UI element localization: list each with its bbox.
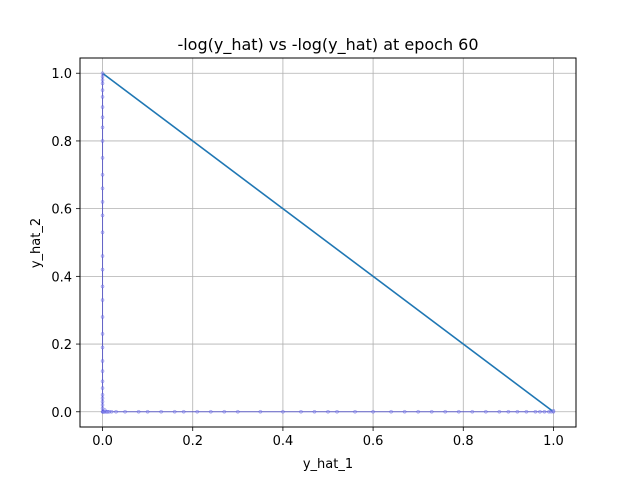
x-tick-label: 0.2 [182,434,203,449]
data-point [484,410,488,414]
data-point [100,186,105,191]
data-point [100,315,105,319]
x-tick-label: 0.8 [453,434,474,449]
data-point [100,200,105,204]
data-point [100,125,105,130]
y-tick-label: 0.0 [51,406,72,421]
y-axis-ticks: 0.0 0.2 0.4 0.6 0.8 1.0 [51,67,80,421]
data-point [100,386,105,390]
data-point [353,410,357,414]
data-point [100,369,105,373]
data-point [159,410,163,414]
y-tick-label: 1.0 [51,67,72,82]
data-point [100,173,105,177]
y-tick-label: 0.6 [51,203,72,218]
x-tick-label: 1.0 [543,434,564,449]
data-point [100,379,105,384]
data-point [100,284,105,289]
data-point [114,410,118,414]
data-point [103,408,107,412]
data-points [100,71,556,414]
data-point [100,95,105,99]
data-point [100,267,105,272]
data-point [100,359,105,363]
x-tick-label: 0.0 [92,434,113,449]
data-point [100,156,105,160]
data-point [402,410,407,414]
data-point [100,393,105,397]
x-tick-label: 0.4 [273,434,294,449]
y-axis-label: y_hat_2 [29,218,44,268]
data-point [100,139,105,143]
data-point [281,410,285,414]
data-point [100,88,105,92]
data-point [181,410,186,414]
data-point [100,298,105,302]
data-point [326,410,330,414]
data-point [100,254,105,258]
x-tick-label: 0.6 [363,434,384,449]
data-point [371,410,375,414]
data-point [542,410,547,414]
data-point [515,410,520,414]
data-point [100,230,105,235]
data-point [335,410,339,414]
data-point [524,410,529,414]
data-point [533,410,538,414]
data-point [470,410,475,414]
data-point [195,410,199,414]
diagonal-line-segment [102,72,554,413]
data-point [100,81,105,86]
axes-frame [79,57,577,428]
data-point [389,410,393,414]
data-point [100,71,105,75]
data-point [429,410,434,414]
data-point [506,410,511,414]
x-axis-ticks: 0.0 0.2 0.4 0.6 0.8 1.0 [92,427,564,449]
x-axis-label: y_hat_1 [303,457,353,472]
data-point [136,410,141,414]
diagonal-line [102,72,554,413]
data-point [100,403,105,407]
data-point [236,410,240,414]
y-tick-label: 0.4 [51,270,72,285]
data-point [100,399,105,404]
data-point [222,410,227,414]
data-point [172,410,177,414]
data-point [209,410,213,414]
data-point [100,345,105,350]
data-point [145,410,150,414]
chart-title: -log(y_hat) vs -log(y_hat) at epoch 60 [177,35,478,55]
data-point [100,213,105,218]
data-point [299,410,303,414]
data-point [100,74,105,79]
data-point [457,410,461,414]
data-point [258,410,263,414]
data-point [100,115,105,119]
data-point [538,410,542,414]
y-tick-label: 0.8 [51,135,72,150]
data-point [100,332,105,336]
data-point [497,410,502,414]
data-point [107,410,112,414]
data-point [100,78,105,82]
y-tick-label: 0.2 [51,338,72,353]
data-point [312,410,317,414]
data-point [100,396,105,400]
data-point [100,105,105,109]
data-point [551,409,556,413]
data-point [123,410,127,414]
data-point [416,410,420,414]
data-point [443,410,447,414]
